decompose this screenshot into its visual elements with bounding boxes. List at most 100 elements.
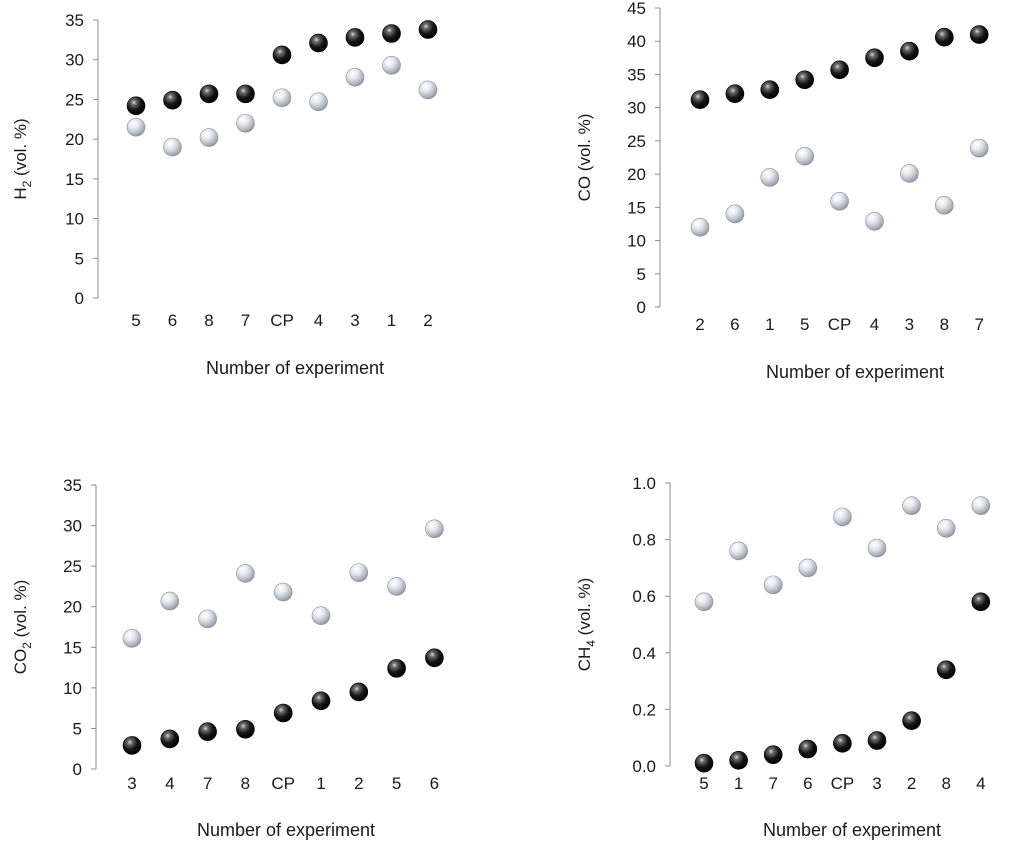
data-point-black: [349, 682, 369, 702]
data-point-silver: [902, 496, 921, 515]
x-tick-label: CP: [828, 315, 852, 334]
data-point-black: [236, 719, 255, 739]
x-axis-label: Number of experiment: [763, 820, 941, 840]
data-point-silver: [198, 609, 217, 629]
y-tick-label: 25: [65, 90, 84, 109]
data-point-silver: [160, 591, 180, 611]
data-point-silver: [272, 88, 292, 108]
data-point-black: [382, 24, 401, 43]
data-point-black: [199, 84, 219, 104]
y-tick-label: 25: [63, 557, 82, 576]
data-point-silver: [425, 519, 444, 539]
y-axis-label: H2 (vol. %): [11, 118, 34, 199]
data-point-black: [760, 80, 780, 100]
data-point-black: [690, 90, 710, 109]
y-tick-label: 20: [63, 598, 82, 617]
x-tick-label: 5: [800, 315, 809, 334]
chart-panel-4: 0.0 0.2 0.4 0.6 0.8 1.0 5 1 7 6 CP 3 2 8 4 Number of ex…: [575, 474, 991, 840]
data-point-silver: [345, 67, 365, 87]
data-point-black: [198, 722, 217, 741]
y-axis-label: CO2 (vol. %): [11, 580, 34, 675]
x-tick-label: 2: [907, 774, 916, 793]
data-point-black: [763, 745, 783, 764]
data-point-black: [345, 28, 365, 47]
data-point-silver: [725, 204, 745, 224]
data-point-black: [830, 60, 849, 80]
x-tick-label: 4: [314, 311, 323, 330]
y-tick-label: 45: [627, 0, 646, 18]
data-point-black: [163, 90, 182, 110]
x-tick-label: 4: [870, 315, 879, 334]
data-point-black: [126, 96, 146, 116]
y-tick-label: 5: [73, 719, 82, 738]
x-tick-label: 7: [203, 774, 212, 793]
data-point-silver: [867, 538, 887, 558]
x-tick-label: CP: [831, 774, 855, 793]
y-tick-label: 30: [627, 99, 646, 118]
y-tick-label: 0.2: [632, 700, 656, 719]
data-point-black: [309, 33, 328, 53]
x-tick-label: 8: [204, 311, 213, 330]
data-point-black: [729, 751, 748, 770]
data-point-silver: [126, 117, 146, 137]
x-tick-label: 4: [165, 774, 174, 793]
data-point-black: [122, 736, 142, 755]
data-point-silver: [387, 577, 406, 596]
y-tick-label: 0: [73, 760, 82, 779]
data-point-black: [795, 70, 815, 90]
x-tick-label: 2: [354, 774, 363, 793]
x-tick-label: 2: [695, 315, 704, 334]
x-tick-label: 8: [241, 774, 250, 793]
x-tick-label: 6: [168, 311, 177, 330]
data-point-black: [425, 648, 444, 668]
y-tick-label: 10: [65, 210, 84, 229]
data-point-black: [272, 45, 292, 65]
y-tick-label: 0.8: [632, 531, 656, 550]
y-tick-label: 15: [65, 170, 84, 189]
y-tick-label: 35: [63, 476, 82, 495]
data-point-black: [236, 84, 255, 104]
x-tick-label: 1: [387, 311, 396, 330]
x-tick-label: 6: [803, 774, 812, 793]
y-tick-label: 25: [627, 132, 646, 151]
data-point-silver: [236, 113, 255, 133]
x-tick-label: 3: [127, 774, 136, 793]
x-tick-label: 1: [765, 315, 774, 334]
x-tick-label: 5: [131, 311, 140, 330]
y-axis-label: CH4 (vol. %): [575, 578, 598, 672]
y-tick-label: 10: [627, 232, 646, 251]
data-point-black: [160, 729, 180, 749]
x-tick-label: 7: [974, 315, 983, 334]
data-point-black: [969, 25, 989, 44]
data-point-silver: [163, 137, 182, 157]
data-point-silver: [199, 128, 219, 147]
data-point-silver: [236, 564, 255, 583]
data-point-silver: [865, 211, 884, 231]
y-tick-label: 15: [63, 638, 82, 657]
y-axis-label: CO (vol. %): [575, 114, 594, 202]
x-axis-label: Number of experiment: [766, 362, 944, 382]
data-point-silver: [729, 541, 748, 561]
data-point-black: [934, 27, 954, 47]
y-tick-label: 30: [65, 51, 84, 70]
data-point-black: [273, 703, 293, 723]
x-tick-label: 4: [976, 774, 985, 793]
data-point-silver: [309, 92, 328, 112]
y-tick-label: 30: [63, 517, 82, 536]
x-tick-label: 5: [392, 774, 401, 793]
y-tick-label: 0: [75, 289, 84, 308]
data-point-silver: [830, 192, 849, 211]
data-point-silver: [311, 606, 331, 625]
data-point-silver: [798, 558, 818, 578]
y-tick-label: 5: [637, 265, 646, 284]
data-point-black: [694, 753, 714, 773]
y-tick-label: 0.0: [632, 757, 656, 776]
x-tick-label: 3: [350, 311, 359, 330]
data-point-black: [311, 691, 331, 711]
data-point-black: [900, 41, 919, 61]
y-tick-label: 35: [627, 65, 646, 84]
x-axis-label: Number of experiment: [206, 358, 384, 378]
y-tick-label: 0.4: [632, 644, 656, 663]
